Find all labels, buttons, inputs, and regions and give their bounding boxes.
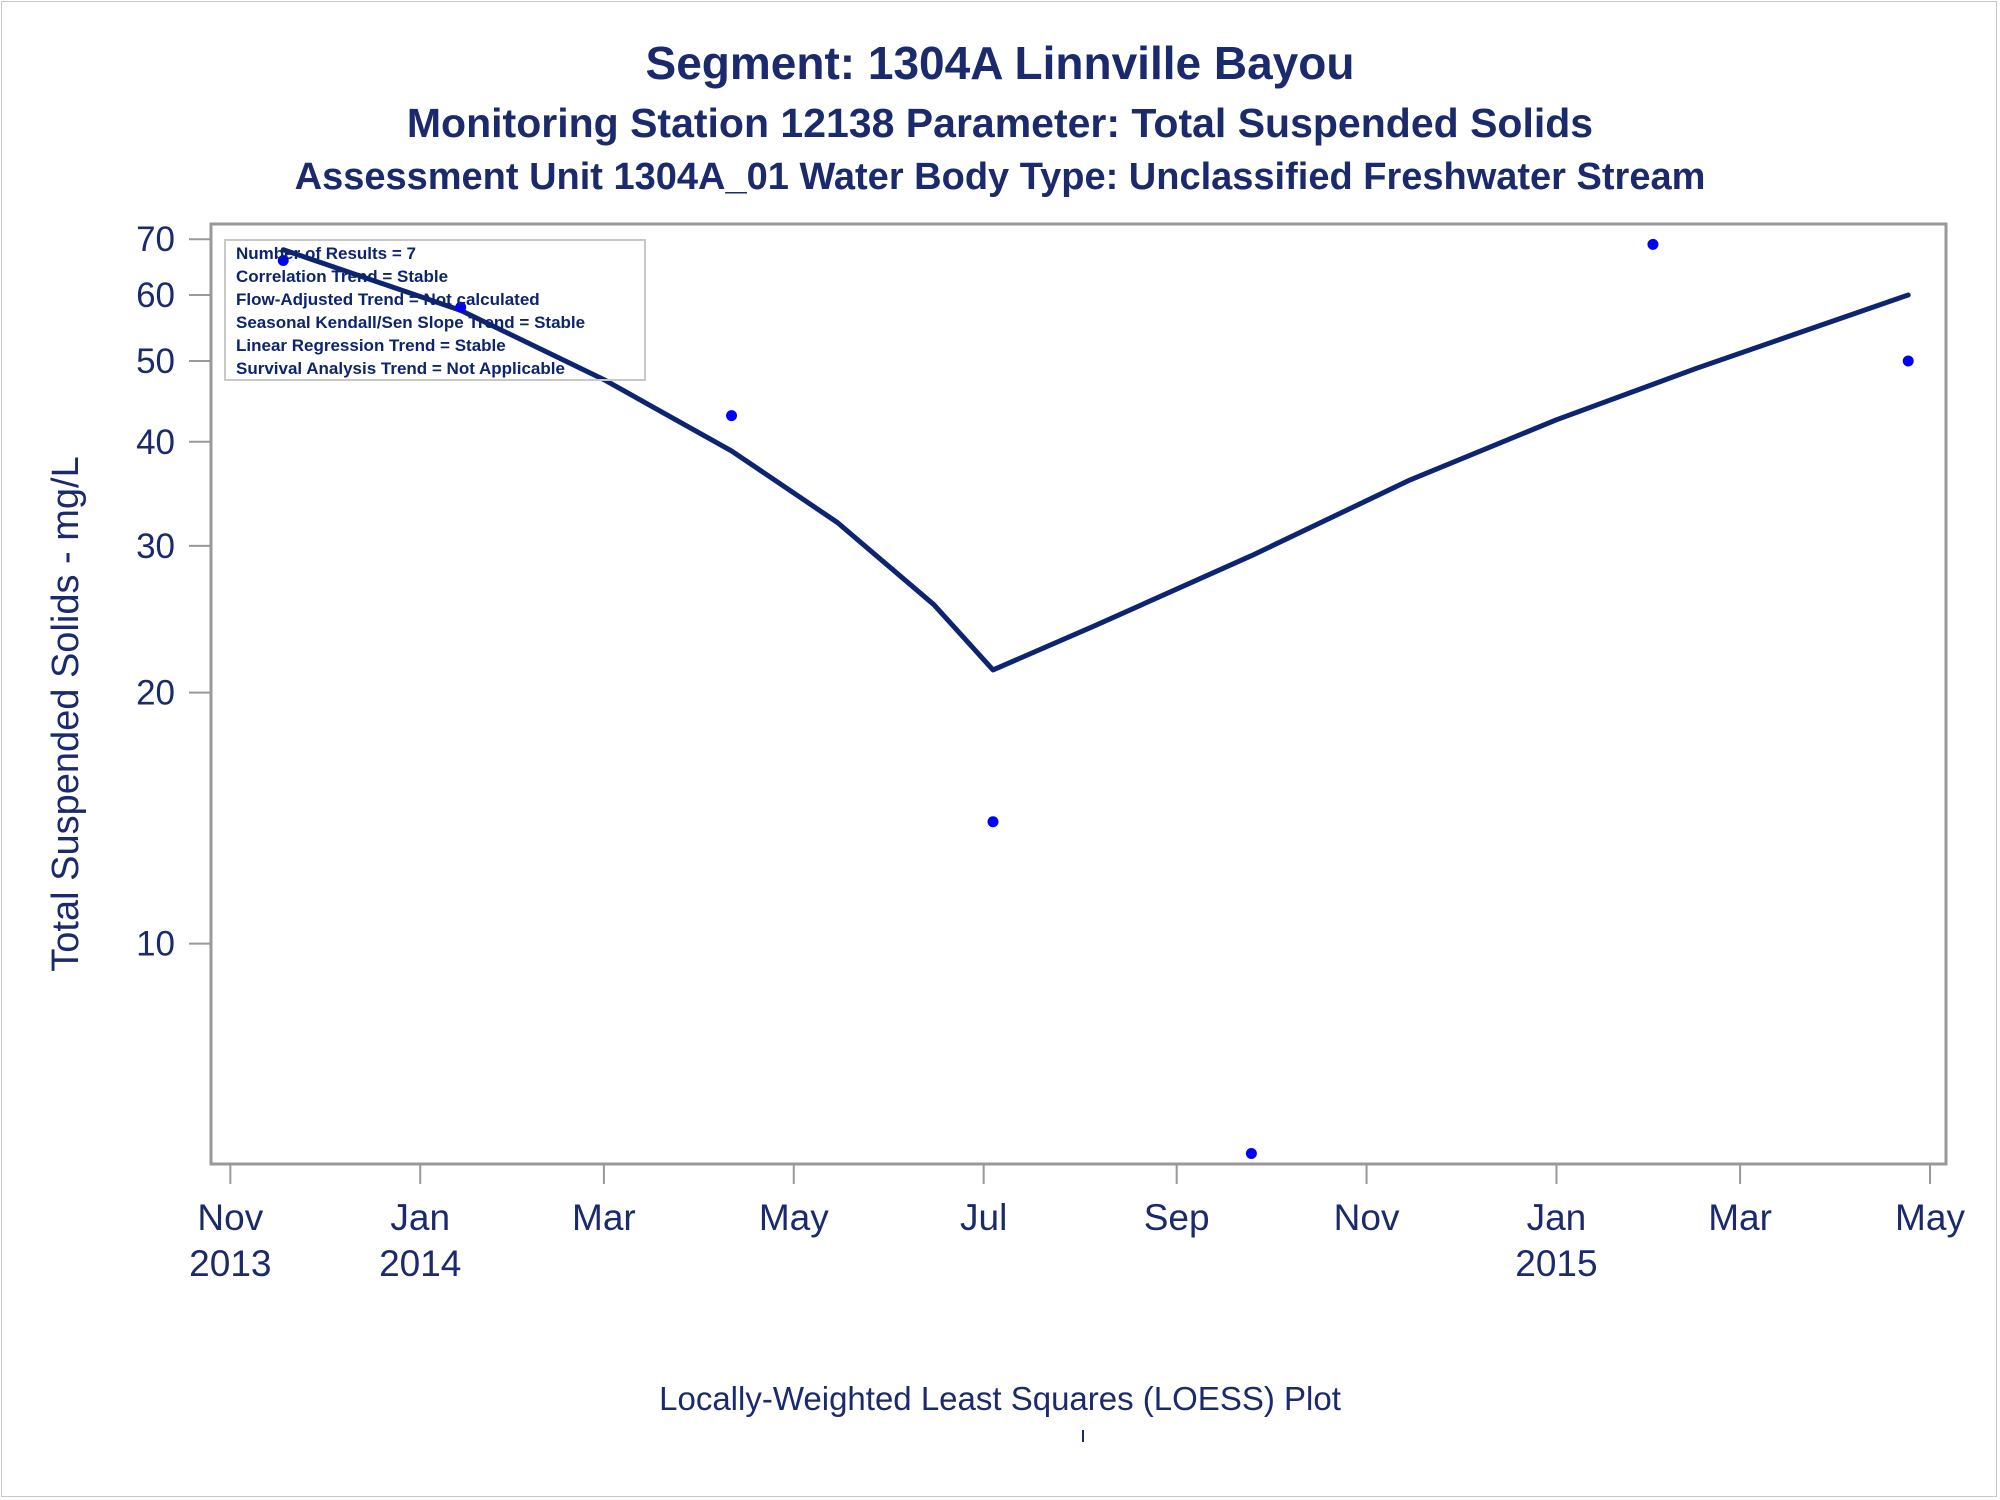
x-tick-label: May — [759, 1197, 829, 1238]
footnote-mark — [1082, 1430, 1084, 1442]
x-tick-label: Jul — [960, 1197, 1007, 1238]
data-point — [987, 816, 999, 828]
x-tick-year-label: 2015 — [1515, 1243, 1597, 1284]
stats-line: Number of Results = 7 — [236, 244, 416, 263]
stats-line: Linear Regression Trend = Stable — [236, 336, 506, 355]
chart-subtitle-2: Assessment Unit 1304A_01 Water Body Type… — [294, 156, 1706, 198]
chart-footnote: Locally-Weighted Least Squares (LOESS) P… — [659, 1380, 1341, 1417]
chart-title: Segment: 1304A Linnville Bayou — [645, 37, 1355, 89]
x-tick-label: Mar — [572, 1197, 636, 1238]
y-axis-label: Total Suspended Solids - mg/L — [45, 456, 87, 971]
y-tick-label: 20 — [136, 674, 175, 713]
x-tick-label: May — [1895, 1197, 1965, 1238]
x-tick-label: Mar — [1708, 1197, 1772, 1238]
x-tick-label: Sep — [1144, 1197, 1210, 1238]
plot-area — [209, 222, 1948, 1166]
x-tick-label: Jan — [1527, 1197, 1587, 1238]
stats-box-border — [224, 239, 646, 381]
y-tick-label: 70 — [136, 220, 175, 259]
stats-box: Number of Results = 7 Correlation Trend =… — [224, 239, 646, 381]
y-tick-label: 30 — [136, 527, 175, 566]
data-point — [277, 254, 289, 266]
stats-line: Survival Analysis Trend = Not Applicable — [236, 359, 565, 378]
data-point — [1902, 355, 1914, 367]
stats-line: Correlation Trend = Stable — [236, 267, 448, 286]
y-tick-label: 10 — [136, 925, 175, 964]
y-tick-label: 50 — [136, 342, 175, 381]
data-point — [1245, 1147, 1257, 1159]
x-tick-year-label: 2013 — [189, 1243, 271, 1284]
data-point — [455, 301, 467, 313]
stats-line: Seasonal Kendall/Sen Slope Trend = Stabl… — [236, 313, 585, 332]
y-tick-label: 60 — [136, 276, 175, 315]
stats-line: Flow-Adjusted Trend = Not calculated — [236, 290, 540, 309]
data-point — [726, 410, 738, 422]
chart-subtitle: Monitoring Station 12138 Parameter: Tota… — [406, 100, 1594, 146]
y-tick-label: 40 — [136, 423, 175, 462]
x-tick-label: Nov — [197, 1197, 263, 1238]
x-tick-year-label: 2014 — [379, 1243, 461, 1284]
x-tick-label: Nov — [1334, 1197, 1400, 1238]
x-tick-label: Jan — [390, 1197, 450, 1238]
data-point — [1647, 238, 1659, 250]
